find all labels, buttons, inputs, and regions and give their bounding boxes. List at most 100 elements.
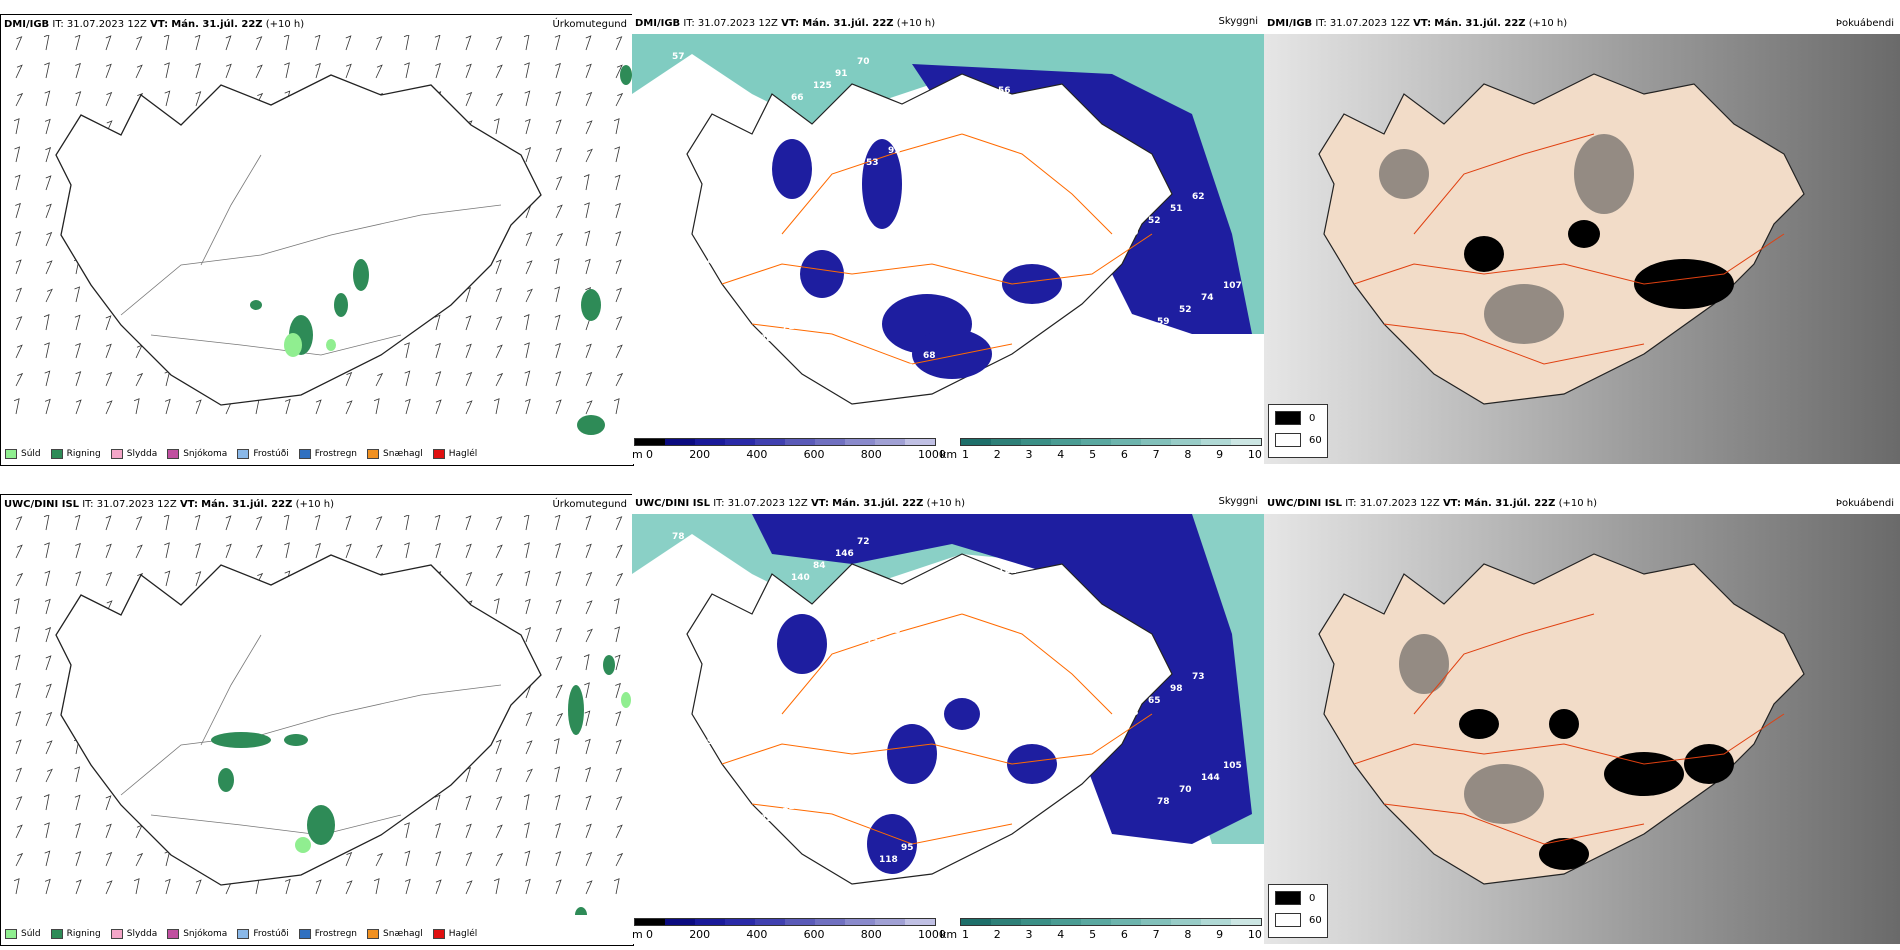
wind-barb — [75, 851, 82, 867]
visibility-value: 72 — [857, 537, 870, 547]
wind-barb — [524, 878, 531, 895]
visibility-value: 48 — [707, 257, 720, 267]
wind-barb — [524, 822, 530, 839]
wind-barb — [495, 36, 503, 51]
wind-barb — [403, 515, 410, 531]
cloudbase-ticks: 0 200 400 600 800 1000 — [646, 928, 946, 941]
cloudbase-unit: m — [632, 448, 643, 461]
wind-barb — [614, 146, 621, 163]
wind-barb — [44, 398, 51, 415]
wind-barb — [523, 515, 530, 531]
visibility-value: 68 — [1082, 252, 1095, 262]
wind-barb — [465, 63, 472, 79]
cloud-map: 7875131888078171140537362709384103951581… — [632, 514, 1264, 914]
wind-barb — [525, 147, 532, 163]
drizzle-areas — [284, 333, 336, 357]
wind-barb — [45, 740, 53, 755]
wind-barb — [404, 822, 410, 839]
wind-barb — [465, 543, 472, 559]
visibility-value: 66 — [791, 93, 804, 103]
cloudbase-tick: 600 — [803, 448, 825, 461]
wind-barb — [284, 62, 290, 79]
wind-barb — [434, 314, 441, 331]
visibility-value: 131 — [866, 638, 885, 648]
wind-barb — [555, 599, 562, 615]
visibility-value: 73 — [729, 245, 742, 255]
wind-barb — [585, 63, 592, 79]
wind-barb — [495, 796, 503, 811]
visibility-value: 64 — [963, 211, 976, 221]
wind-barb — [614, 626, 621, 643]
wind-barb — [615, 287, 623, 303]
wind-barb — [525, 627, 532, 643]
wind-barb — [615, 92, 624, 107]
visibility-unit: km — [940, 448, 958, 461]
wind-barb — [495, 287, 503, 303]
visibility-ticks: 1 2 3 4 5 6 7 8 9 10 — [962, 448, 1262, 461]
cloudbase-tick: 1000 — [917, 928, 946, 941]
wind-barb — [375, 372, 384, 387]
wind-barb — [45, 288, 53, 303]
wind-barb — [404, 370, 411, 387]
visibility-tick: 7 — [1152, 448, 1160, 461]
wind-barb — [105, 371, 113, 387]
visibility-value: 73 — [985, 679, 998, 689]
iceland-outline — [55, 554, 542, 886]
wind-barb — [15, 344, 23, 359]
visibility-ticks: 1 2 3 4 5 6 7 8 9 10 — [962, 928, 1262, 941]
wind-barb — [255, 64, 263, 79]
wind-barb — [615, 796, 623, 811]
visibility-value: 86 — [1051, 163, 1064, 173]
wind-barb — [74, 314, 81, 331]
wind-barb — [584, 202, 590, 219]
visibility-value: 61 — [879, 375, 892, 385]
wind-barb — [613, 598, 620, 615]
visibility-value: 55 — [729, 725, 742, 735]
wind-barb — [13, 878, 20, 895]
wind-barb — [105, 343, 112, 359]
visibility-colorbar — [960, 918, 1262, 926]
wind-barb — [435, 399, 442, 415]
wind-barb — [375, 544, 383, 559]
wind-barb — [584, 710, 591, 727]
visibility-value: 146 — [835, 549, 854, 559]
visibility-tick: 10 — [1247, 928, 1262, 941]
wind-barb — [14, 146, 21, 163]
wind-barb — [524, 370, 531, 387]
panel-title: UWC/DINI ISL IT: 31.07.2023 12Z VT: Mán.… — [1267, 498, 1598, 509]
visibility-tick: 7 — [1152, 928, 1160, 941]
wind-barb — [15, 64, 23, 79]
visibility-value: 65 — [1148, 696, 1161, 706]
visibility-values: 7875131888078171140537362709384103951581… — [672, 532, 1242, 865]
wind-barb — [105, 400, 113, 415]
wind-barb — [585, 343, 592, 359]
legend-item: Frostregn — [298, 929, 357, 939]
visibility-value: 62 — [1192, 192, 1205, 202]
visibility-value: 93 — [954, 590, 967, 600]
wind-barb — [45, 768, 53, 783]
visibility-value: 70 — [857, 57, 870, 67]
visibility-value: 122 — [998, 566, 1017, 576]
wind-barb — [15, 36, 23, 51]
wind-barb — [584, 258, 591, 275]
visibility-tick: 9 — [1216, 448, 1224, 461]
wind-barb — [163, 35, 170, 51]
wind-barb — [525, 711, 533, 727]
wind-barb — [615, 824, 623, 839]
wind-barb — [164, 878, 171, 895]
visibility-value: 84 — [813, 561, 826, 571]
wind-barb — [465, 823, 472, 839]
wind-barb — [43, 515, 50, 531]
fog-panel-1: DMI/IGB IT: 31.07.2023 12Z VT: Mán. 31.j… — [1264, 14, 1900, 464]
panel-label: Þokuábendi — [1835, 498, 1894, 509]
wind-barb — [315, 399, 322, 415]
wind-barb — [585, 120, 593, 135]
visibility-value: 53 — [888, 626, 901, 636]
wind-barb — [525, 231, 533, 247]
wind-barb — [133, 878, 140, 895]
visibility-value: 80 — [1060, 744, 1073, 754]
wind-barb — [615, 259, 622, 275]
wind-barb — [524, 598, 531, 615]
visibility-value: 57 — [672, 52, 685, 62]
wind-barb — [315, 542, 321, 559]
